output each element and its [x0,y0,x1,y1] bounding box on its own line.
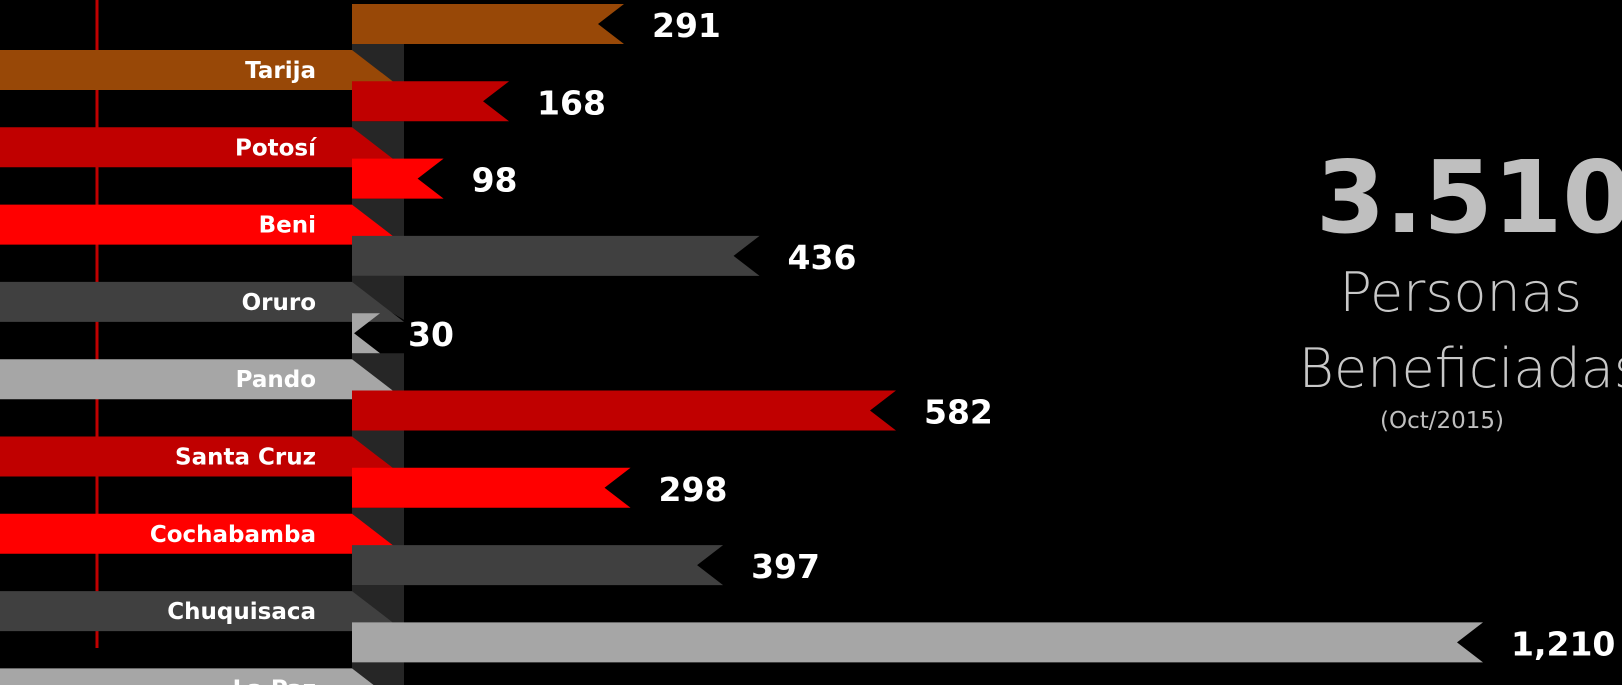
bar-value-label: 436 [788,238,857,277]
summary-panel: 3.510 Personas Beneficiadas (Oct/2015) [1242,140,1622,435]
bar-label-strip [0,513,404,554]
bar-category-label: Cochabamba [150,522,316,548]
summary-label-line2: Beneficiadas [1298,337,1622,400]
bar-value-label: 30 [408,315,454,354]
bar-category-label: Tarija [245,58,316,84]
bar-fold-shadow [352,585,404,630]
bar-value-label: 1,210 [1511,624,1615,663]
bar [352,545,724,586]
bar-category-label: La Paz [233,676,316,685]
bar [352,235,760,276]
bar-category-label: Beni [259,213,316,239]
bar-value-label: 98 [472,161,518,200]
bar [352,313,381,354]
summary-date: (Oct/2015) [1380,408,1504,434]
bar [352,467,631,508]
bar-value-label: 291 [652,6,721,45]
bar-value-label: 582 [924,393,993,432]
bar-category-label: Oruro [242,290,316,316]
bar-label-strip [0,359,404,400]
bar-label-strip [0,436,404,477]
bar-label-strip [0,127,404,168]
bar-value-label: 168 [537,83,606,122]
bar-category-label: Santa Cruz [175,445,316,471]
bar [352,622,1483,663]
bar-fold-shadow [352,44,404,88]
bar-value-label: 397 [751,547,820,586]
bar-fold-shadow [352,430,404,475]
bar-fold-shadow [352,121,404,166]
bars: Tarija 291 Potosí 168 Beni 98 Oruro 436 Pando 30 S… [0,4,1615,685]
bar-fold-shadow [352,198,404,243]
bar [352,4,625,44]
bar-label-strip [0,591,404,632]
bar-label-strip [0,281,404,322]
bar [352,158,444,199]
bar-value-label: 298 [659,470,728,509]
bar-category-label: Pando [236,367,316,393]
bar-label-strip [0,668,374,685]
bar-category-label: Chuquisaca [167,599,316,625]
bar-category-label: Potosí [235,135,317,161]
bar-label-strip [0,204,404,245]
summary-label-line1: Personas [1339,261,1582,324]
bar [352,390,897,431]
bar [352,81,510,122]
bar-label-strip [0,50,404,90]
bar-fold-shadow [352,507,404,552]
bar-fold-shadow [352,353,404,398]
bar-fold-shadow [352,275,404,320]
total-beneficiaries: 3.510 [1315,139,1622,256]
